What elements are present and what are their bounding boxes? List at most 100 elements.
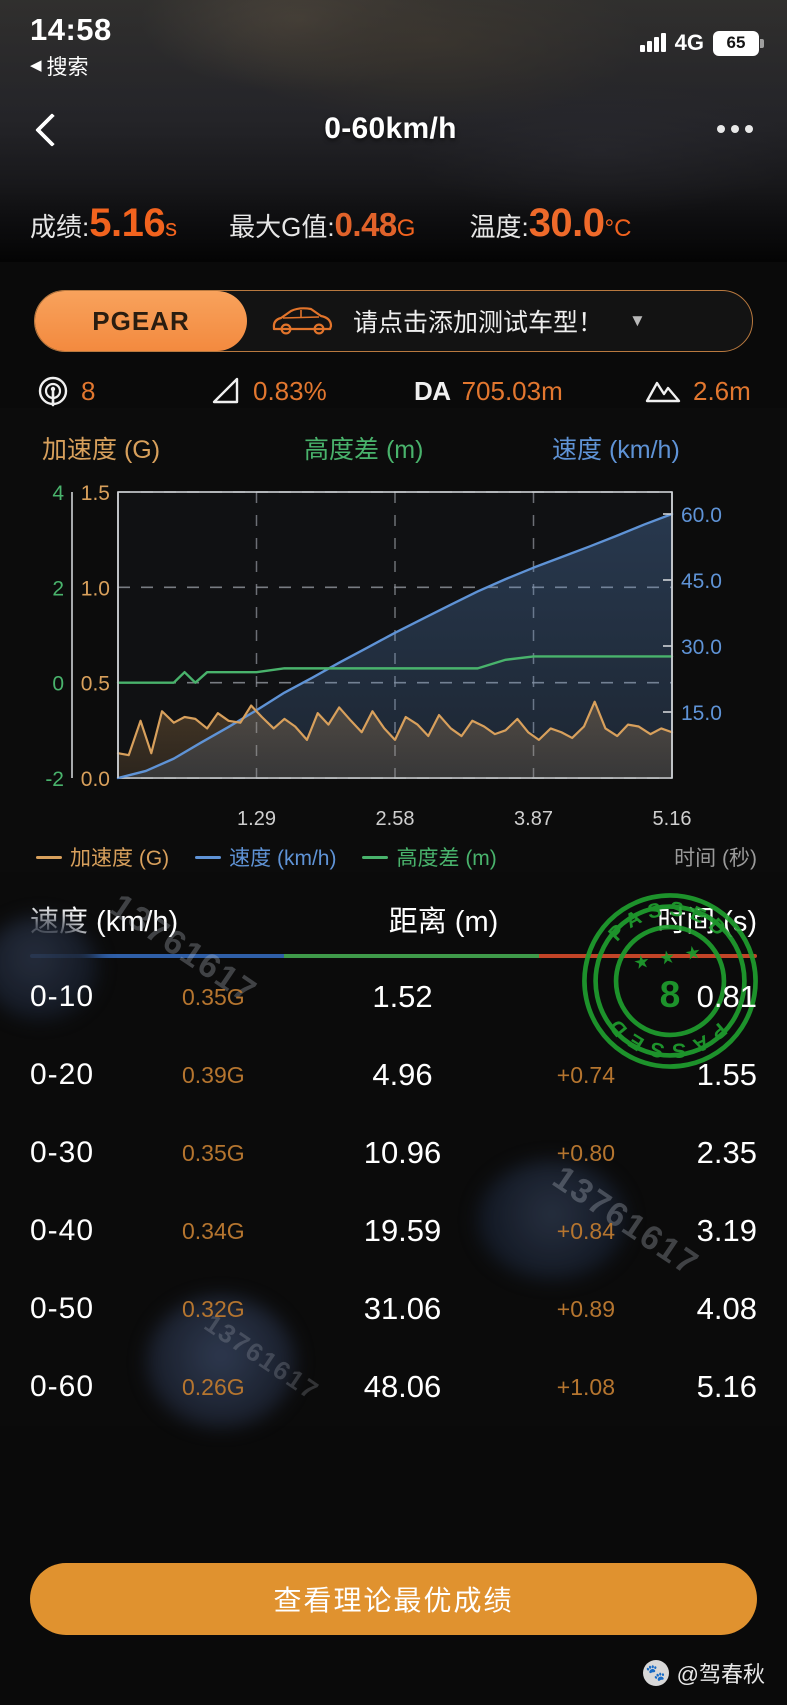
chart-title-speed: 速度 (km/h) (552, 436, 680, 464)
footer-attribution: @驾春秋 (642, 1657, 765, 1689)
cell-g-value: 0.35G (182, 1139, 245, 1166)
stat-temperature-label: 温度: (469, 211, 529, 242)
chevron-left-icon[interactable] (34, 112, 64, 146)
cell-speed-range: 0-60 (30, 1370, 95, 1403)
stat-max-g-unit: G (396, 214, 416, 242)
svg-text:60.0: 60.0 (681, 504, 722, 527)
x-tick-label: 2.58 (375, 808, 415, 830)
chart-legend: 加速度 (G) 速度 (km/h) 高度差 (m) 时间 (秒) (0, 838, 787, 872)
svg-text:1.0: 1.0 (81, 577, 110, 600)
page-title: 0-60km/h (324, 111, 457, 145)
cell-speed-range: 0-30 (30, 1136, 95, 1169)
satellite-icon (38, 376, 68, 407)
pgear-brand-tag[interactable]: PGEAR (35, 291, 247, 351)
vehicle-prompt-label: 请点击添加测试车型！ (353, 309, 604, 337)
legend-item-speed: 速度 (km/h) (195, 842, 336, 872)
footer-handle: @驾春秋 (676, 1662, 765, 1687)
chart-title-acceleration: 加速度 (G) (42, 436, 161, 464)
hero-header: 14:58 ◀ 搜索 4G 65 0-60km/h 成绩: 5 (0, 0, 787, 262)
metric-slope: 0.83% (208, 375, 414, 407)
passed-stamp-icon: PASSED PASSED ★ ★ ★ 8 (582, 893, 758, 1069)
cell-g-value: 0.34G (182, 1217, 245, 1244)
chart-x-axis-label: 时间 (秒) (674, 847, 757, 870)
signal-bars-icon (640, 33, 666, 52)
network-type-label: 4G (674, 30, 704, 55)
cell-g-value: 0.35G (182, 983, 245, 1010)
svg-text:4: 4 (52, 482, 64, 505)
chevron-down-icon[interactable]: ▼ (629, 311, 646, 330)
status-bar: 14:58 ◀ 搜索 4G 65 (0, 0, 787, 81)
svg-text:15.0: 15.0 (681, 702, 722, 725)
table-row: 0-50 0.32G 31.06 +0.89 4.08 (30, 1270, 757, 1348)
cell-g-value: 0.32G (182, 1295, 245, 1322)
legend-label-acceleration: 加速度 (G) (70, 847, 170, 870)
stat-result-value: 5.16 (89, 200, 166, 245)
stat-temperature-unit: °C (604, 214, 632, 242)
cell-distance: 10.96 (363, 1135, 442, 1170)
column-header-speed: 速度 (km/h) (30, 906, 179, 938)
cell-time-delta: +0.84 (556, 1217, 615, 1244)
cell-time: 4.08 (696, 1291, 757, 1326)
summary-stats: 成绩: 5.16 s 最大G值: 0.48 G 温度: 30.0 °C (0, 155, 787, 246)
cell-speed-range: 0-20 (30, 1058, 95, 1091)
metric-satellites-value: 8 (81, 375, 96, 406)
table-row: 0-30 0.35G 10.96 +0.80 2.35 (30, 1114, 757, 1192)
cell-distance: 4.96 (372, 1057, 433, 1092)
cell-time-delta: +0.89 (556, 1295, 615, 1322)
cell-g-value: 0.39G (182, 1061, 245, 1088)
divider-segment-blue (30, 954, 285, 958)
battery-level-label: 65 (726, 33, 746, 52)
vehicle-selector[interactable]: PGEAR 请点击添加测试车型！ ▼ (34, 290, 753, 352)
cell-distance: 19.59 (363, 1213, 442, 1248)
status-back-label: 搜索 (46, 55, 89, 79)
stat-max-g-value: 0.48 (334, 205, 398, 243)
vehicle-selector-body[interactable]: 请点击添加测试车型！ ▼ (247, 303, 752, 339)
cell-speed-range: 0-10 (30, 980, 95, 1013)
car-icon (272, 307, 333, 335)
svg-text:0.5: 0.5 (81, 673, 110, 696)
cell-time-delta: +1.08 (556, 1373, 615, 1400)
chart-title-altitude: 高度差 (m) (304, 436, 424, 464)
chart-axis-titles: 加速度 (G) 高度差 (m) 速度 (km/h) (0, 430, 787, 476)
svg-text:30.0: 30.0 (681, 636, 722, 659)
chart-svg: 1.5 1.0 0.5 0.0 4 2 0 -2 60.0 45.0 30.0 15.0 (45, 482, 722, 791)
svg-text:-2: -2 (45, 768, 64, 791)
legend-label-altitude: 高度差 (m) (396, 847, 497, 870)
x-tick-label: 3.87 (514, 808, 553, 830)
svg-text:0.0: 0.0 (81, 768, 110, 791)
svg-text:1.5: 1.5 (81, 482, 110, 505)
cell-time: 0.81 (696, 979, 757, 1014)
divider-segment-red (538, 954, 757, 958)
more-dots-icon[interactable] (717, 124, 753, 133)
slope-icon (212, 377, 239, 404)
battery-icon: 65 (713, 30, 764, 56)
stat-result: 成绩: 5.16 s (30, 201, 177, 246)
x-tick-label: 1.29 (237, 808, 276, 830)
divider-segment-green (284, 954, 539, 958)
cell-time: 1.55 (696, 1057, 757, 1092)
metric-satellites: 8 (36, 374, 208, 408)
metric-elevation: 2.6m (644, 376, 751, 407)
mountain-icon (645, 381, 681, 403)
nav-bar: 0-60km/h (0, 81, 787, 155)
results-table: 13761617 13761617 13761617 PASSED PASSED… (0, 872, 787, 1428)
chart-section: 加速度 (G) 高度差 (m) 速度 (km/h) 1.5 1.0 0.5 0.0 4 2… (0, 408, 787, 872)
legend-label-speed: 速度 (km/h) (229, 847, 337, 870)
vehicle-selector-section: PGEAR 请点击添加测试车型！ ▼ (0, 262, 787, 352)
metric-elevation-value: 2.6m (693, 375, 751, 406)
cell-time-delta: +0.74 (556, 1061, 615, 1088)
x-tick-label: 5.16 (652, 808, 692, 830)
stat-result-unit: s (165, 214, 178, 242)
view-theoretical-best-button[interactable]: 查看理论最优成绩 (30, 1563, 757, 1635)
table-row: 0-40 0.34G 19.59 +0.84 3.19 (30, 1192, 757, 1270)
svg-text:0: 0 (52, 673, 64, 696)
stat-max-g: 最大G值: 0.48 G (229, 206, 415, 244)
svg-text:2: 2 (52, 577, 64, 600)
table-body: 0-10 0.35G 1.52 0.81 0-20 0.39G 4.96 +0.74 1.55 0… (30, 958, 757, 1426)
metrics-row: 8 0.83% DA 705.03m 2.6m (0, 352, 787, 408)
triangle-left-icon: ◀ (30, 57, 42, 75)
cell-time: 3.19 (696, 1213, 757, 1248)
svg-text:45.0: 45.0 (681, 570, 722, 593)
status-back-to-search[interactable]: ◀ 搜索 (30, 51, 112, 81)
